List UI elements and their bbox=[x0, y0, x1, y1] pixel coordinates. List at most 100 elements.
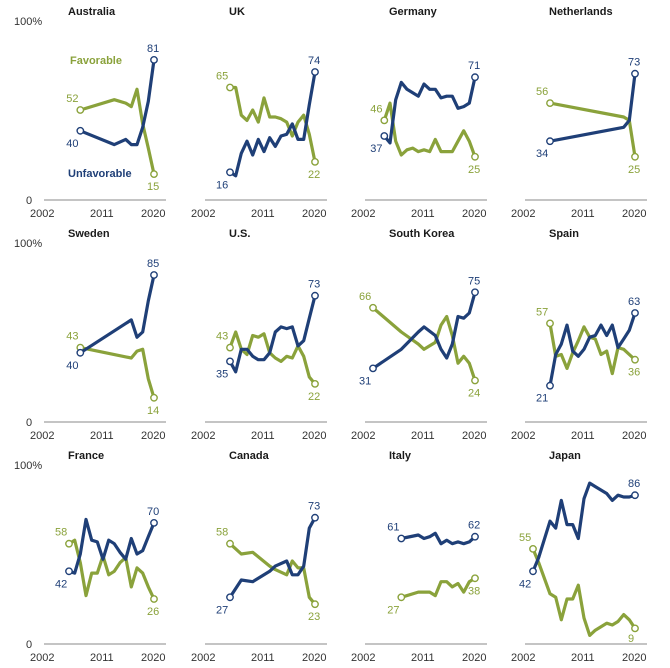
x-tick-label: 2002 bbox=[351, 652, 375, 664]
unfavorable-line bbox=[382, 75, 477, 145]
x-tick-label: 2011 bbox=[571, 208, 595, 220]
unfavorable-end-label: 73 bbox=[308, 501, 320, 513]
x-tick-label: 2002 bbox=[511, 430, 535, 442]
panel-france: France 2002 2011 2020 58 26 42 70 bbox=[30, 450, 166, 664]
y-axis-top-label: 100% bbox=[14, 238, 42, 250]
unfavorable-marker bbox=[631, 491, 639, 500]
x-tick-label: 2011 bbox=[571, 430, 595, 442]
unfavorable-line bbox=[399, 531, 477, 546]
x-tick-label: 2002 bbox=[511, 652, 535, 664]
favorable-marker bbox=[397, 593, 406, 602]
favorable-marker bbox=[471, 574, 479, 583]
unfavorable-start-label: 40 bbox=[66, 360, 78, 372]
panel-australia: Australia 2002 2011 2020 52 15 40 81 bbox=[30, 6, 166, 220]
favorable-line bbox=[548, 321, 637, 376]
unfavorable-end-label: 74 bbox=[308, 55, 320, 67]
unfavorable-line bbox=[228, 516, 317, 599]
x-tick-label: 2011 bbox=[251, 430, 275, 442]
x-tick-label: 2002 bbox=[30, 652, 54, 664]
favorable-end-label: 36 bbox=[628, 367, 640, 379]
favorable-end-label: 25 bbox=[628, 164, 640, 176]
favorable-marker bbox=[529, 545, 537, 553]
favorable-start-label: 52 bbox=[66, 93, 78, 105]
unfavorable-start-label: 34 bbox=[536, 148, 548, 160]
panel-sweden: Sweden 2002 2011 2020 43 14 40 85 bbox=[30, 228, 166, 442]
favorable-line bbox=[531, 547, 637, 638]
favorable-marker bbox=[226, 83, 234, 92]
legend-favorable: Favorable bbox=[70, 55, 122, 67]
unfavorable-marker bbox=[546, 137, 554, 146]
favorable-end-label: 22 bbox=[308, 169, 320, 181]
favorable-start-label: 56 bbox=[536, 86, 548, 98]
unfavorable-marker bbox=[226, 593, 234, 602]
favorable-end-label: 14 bbox=[147, 405, 159, 417]
x-tick-label: 2020 bbox=[462, 208, 486, 220]
x-tick-label: 2011 bbox=[411, 430, 435, 442]
favorable-start-label: 27 bbox=[387, 604, 399, 616]
favorable-line bbox=[371, 306, 477, 383]
favorable-start-label: 65 bbox=[216, 71, 228, 83]
favorable-end-label: 38 bbox=[468, 585, 480, 597]
legend: Favorable Unfavorable bbox=[68, 55, 132, 180]
unfavorable-line bbox=[531, 481, 637, 573]
legend-unfavorable: Unfavorable bbox=[68, 168, 132, 180]
favorable-start-label: 46 bbox=[370, 103, 382, 115]
favorable-line bbox=[67, 538, 156, 601]
panel-u-s-: U.S. 2002 2011 2020 43 22 35 73 bbox=[191, 228, 327, 442]
panel-title: Italy bbox=[389, 450, 412, 462]
y-axis-top-label: 100% bbox=[14, 16, 42, 28]
unfavorable-end-label: 71 bbox=[468, 60, 480, 72]
unfavorable-line bbox=[228, 294, 317, 374]
unfavorable-marker bbox=[369, 364, 377, 373]
x-tick-label: 2002 bbox=[30, 430, 54, 442]
unfavorable-line bbox=[228, 70, 317, 178]
panel-title: Sweden bbox=[68, 228, 110, 240]
y-axis-zero-label: 0 bbox=[26, 639, 32, 651]
panel-spain: Spain 2002 2011 2020 57 36 21 63 bbox=[511, 228, 647, 442]
favorable-line bbox=[399, 576, 477, 599]
favorable-marker bbox=[65, 539, 73, 548]
x-tick-label: 2011 bbox=[411, 652, 435, 664]
panel-title: Spain bbox=[549, 228, 579, 240]
favorable-line bbox=[228, 85, 317, 164]
unfavorable-marker bbox=[529, 567, 537, 576]
unfavorable-start-label: 27 bbox=[216, 604, 228, 616]
unfavorable-start-label: 21 bbox=[536, 393, 548, 405]
favorable-end-label: 9 bbox=[628, 633, 634, 645]
favorable-start-label: 58 bbox=[55, 527, 67, 539]
panel-japan: Japan 2002 2011 2020 55 9 42 86 bbox=[511, 450, 647, 664]
x-tick-label: 2002 bbox=[191, 208, 215, 220]
favorable-marker bbox=[150, 170, 158, 179]
x-tick-label: 2020 bbox=[302, 430, 326, 442]
x-tick-label: 2002 bbox=[511, 208, 535, 220]
unfavorable-marker bbox=[150, 271, 158, 279]
unfavorable-end-label: 81 bbox=[147, 43, 159, 55]
unfavorable-marker bbox=[631, 309, 639, 317]
y-axis-zero-label: 0 bbox=[26, 195, 32, 207]
y-axis-labels: 100% 0 100% 0 100% 0 bbox=[14, 16, 42, 651]
favorable-start-label: 58 bbox=[216, 527, 228, 539]
favorable-start-label: 55 bbox=[519, 532, 531, 544]
x-tick-label: 2020 bbox=[622, 208, 646, 220]
favorable-marker bbox=[226, 539, 234, 548]
unfavorable-marker bbox=[471, 288, 479, 297]
panel-netherlands: Netherlands 2002 2011 2020 56 25 34 73 bbox=[511, 6, 647, 220]
unfavorable-line bbox=[548, 72, 637, 143]
panel-germany: Germany 2002 2011 2020 46 25 37 71 bbox=[351, 6, 487, 220]
favorable-marker bbox=[471, 376, 479, 385]
unfavorable-end-label: 73 bbox=[628, 57, 640, 69]
unfavorable-end-label: 75 bbox=[468, 275, 480, 287]
unfavorable-end-label: 73 bbox=[308, 279, 320, 291]
favorable-start-label: 43 bbox=[216, 331, 228, 343]
panel-uk: UK 2002 2011 2020 65 22 16 74 bbox=[191, 6, 327, 220]
x-tick-label: 2002 bbox=[351, 430, 375, 442]
favorable-marker bbox=[631, 355, 639, 364]
unfavorable-marker bbox=[226, 168, 234, 177]
x-tick-label: 2011 bbox=[411, 208, 435, 220]
unfavorable-marker bbox=[65, 567, 73, 576]
favorable-marker bbox=[311, 157, 319, 166]
favorable-start-label: 57 bbox=[536, 306, 548, 318]
x-tick-label: 2011 bbox=[90, 652, 114, 664]
panel-south-korea: South Korea 2002 2011 2020 66 24 31 75 bbox=[351, 228, 487, 442]
x-tick-label: 2002 bbox=[191, 652, 215, 664]
